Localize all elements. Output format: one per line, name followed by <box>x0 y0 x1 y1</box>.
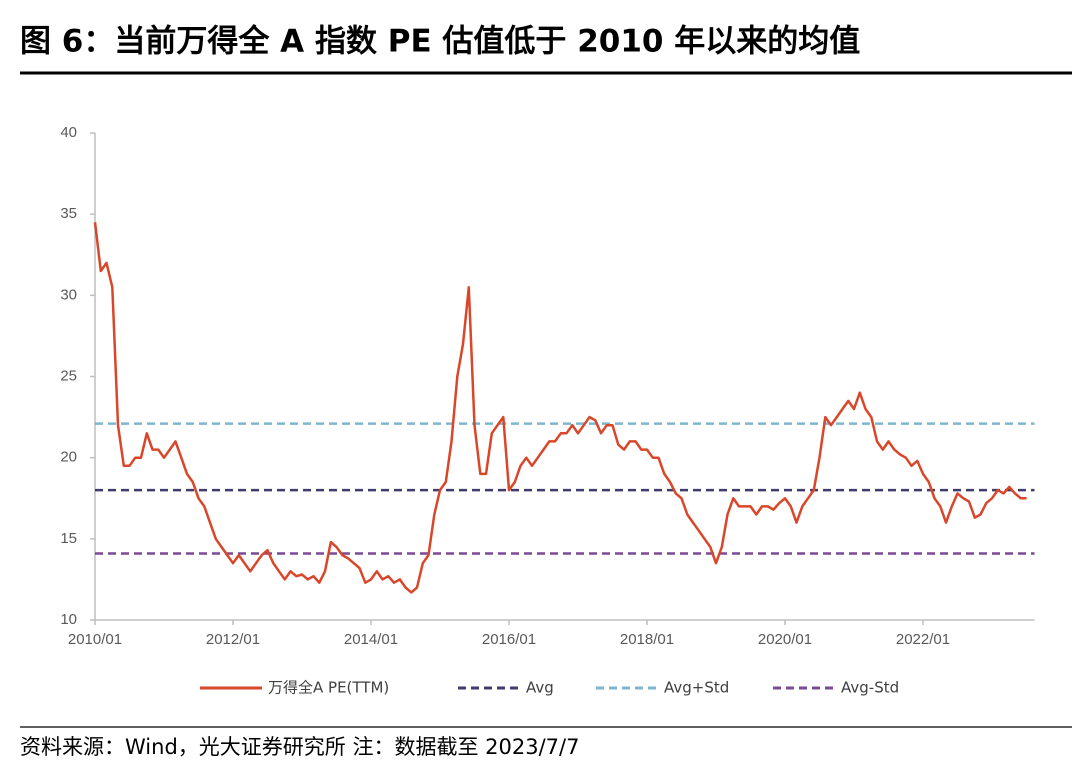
y-tick-label: 15 <box>60 530 77 547</box>
y-tick-label: 35 <box>60 205 77 222</box>
chart-title: 图 6：当前万得全 A 指数 PE 估值低于 2010 年以来的均值 <box>20 24 860 60</box>
legend-label: Avg+Std <box>664 679 729 697</box>
legend-label: Avg <box>526 679 554 697</box>
y-tick-label: 20 <box>60 449 77 466</box>
x-tick-label: 2010/01 <box>68 631 122 648</box>
y-tick-label: 30 <box>60 286 77 303</box>
x-tick-label: 2020/01 <box>758 631 812 648</box>
y-tick-label: 25 <box>60 367 77 384</box>
y-tick-label: 40 <box>60 124 77 141</box>
x-tick-label: 2016/01 <box>482 631 536 648</box>
x-tick-label: 2014/01 <box>344 631 398 648</box>
x-tick-label: 2018/01 <box>620 631 674 648</box>
legend-label: 万得全A PE(TTM) <box>268 679 389 697</box>
x-tick-label: 2012/01 <box>206 631 260 648</box>
legend-label: Avg-Std <box>841 679 899 697</box>
y-tick-label: 10 <box>60 611 77 628</box>
source-note: 资料来源：Wind，光大证券研究所 注：数据截至 2023/7/7 <box>20 735 579 759</box>
data-line <box>93 222 1027 594</box>
x-tick-label: 2022/01 <box>896 631 950 648</box>
